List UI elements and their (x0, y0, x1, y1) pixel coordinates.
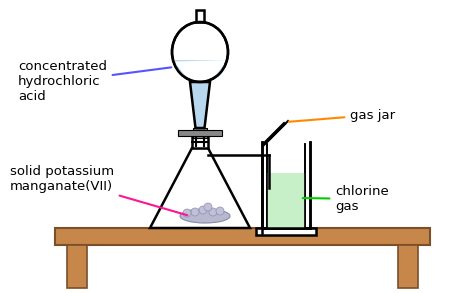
Text: gas jar: gas jar (289, 108, 395, 122)
Polygon shape (173, 60, 227, 128)
Circle shape (191, 208, 199, 216)
Circle shape (204, 203, 212, 211)
Text: chlorine
gas: chlorine gas (303, 185, 389, 213)
Bar (398, 245, 418, 288)
Bar (193, 128, 207, 138)
Circle shape (199, 206, 207, 214)
Polygon shape (150, 148, 250, 228)
Bar (55, 228, 430, 245)
Bar (192, 136, 208, 148)
Bar (67, 245, 87, 288)
Ellipse shape (172, 22, 228, 82)
Bar (267, 173, 305, 228)
Text: concentrated
hydrochloric
acid: concentrated hydrochloric acid (18, 60, 171, 103)
Text: solid potassium
manganate(VII): solid potassium manganate(VII) (10, 165, 187, 215)
Bar (256, 228, 316, 235)
Circle shape (183, 209, 191, 217)
Bar (196, 10, 204, 22)
Circle shape (209, 208, 217, 216)
Bar (178, 130, 222, 136)
Circle shape (216, 207, 224, 215)
Ellipse shape (180, 209, 230, 223)
